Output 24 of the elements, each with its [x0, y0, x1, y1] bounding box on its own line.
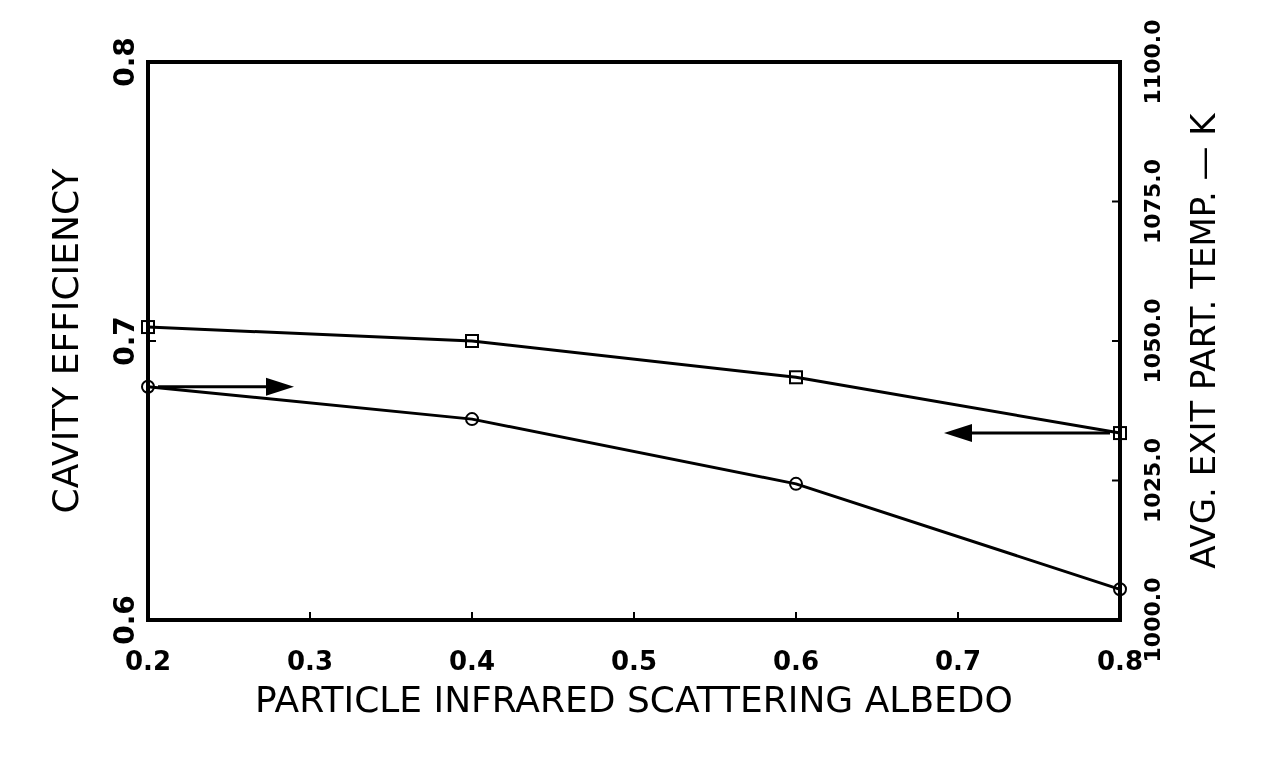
x-tick-label: 0.2 [124, 646, 172, 676]
y-tick-label: 0.7 [108, 316, 141, 366]
x-tick-label: 0.6 [772, 646, 820, 676]
x-axis-title: PARTICLE INFRARED SCATTERING ALBEDO [255, 679, 1013, 720]
point [789, 370, 803, 385]
point [141, 320, 155, 335]
point [465, 334, 479, 348]
y-tick-label: 0.8 [108, 37, 141, 87]
x-tick-label: 0.5 [610, 646, 658, 676]
y2-tick-label: 1075.0 [1140, 159, 1165, 244]
point [1113, 426, 1127, 441]
point [141, 379, 155, 394]
x-tick-label: 0.4 [448, 646, 496, 676]
y-tick-label: 0.6 [108, 595, 141, 645]
y2-tick-label: 1050.0 [1140, 298, 1165, 384]
point [1113, 582, 1127, 597]
y2-tick-label: 1025.0 [1140, 438, 1165, 523]
y2-tick-label: 1100.0 [1140, 19, 1165, 105]
y2-axis-title: AVG. EXIT PART. TEMP. — K [1183, 111, 1223, 569]
x-tick-label: 0.3 [286, 646, 334, 676]
point [789, 476, 803, 491]
point [465, 412, 479, 427]
x-tick-label: 0.7 [934, 646, 982, 676]
y-axis-title: CAVITY EFFICIENCY [45, 167, 86, 514]
